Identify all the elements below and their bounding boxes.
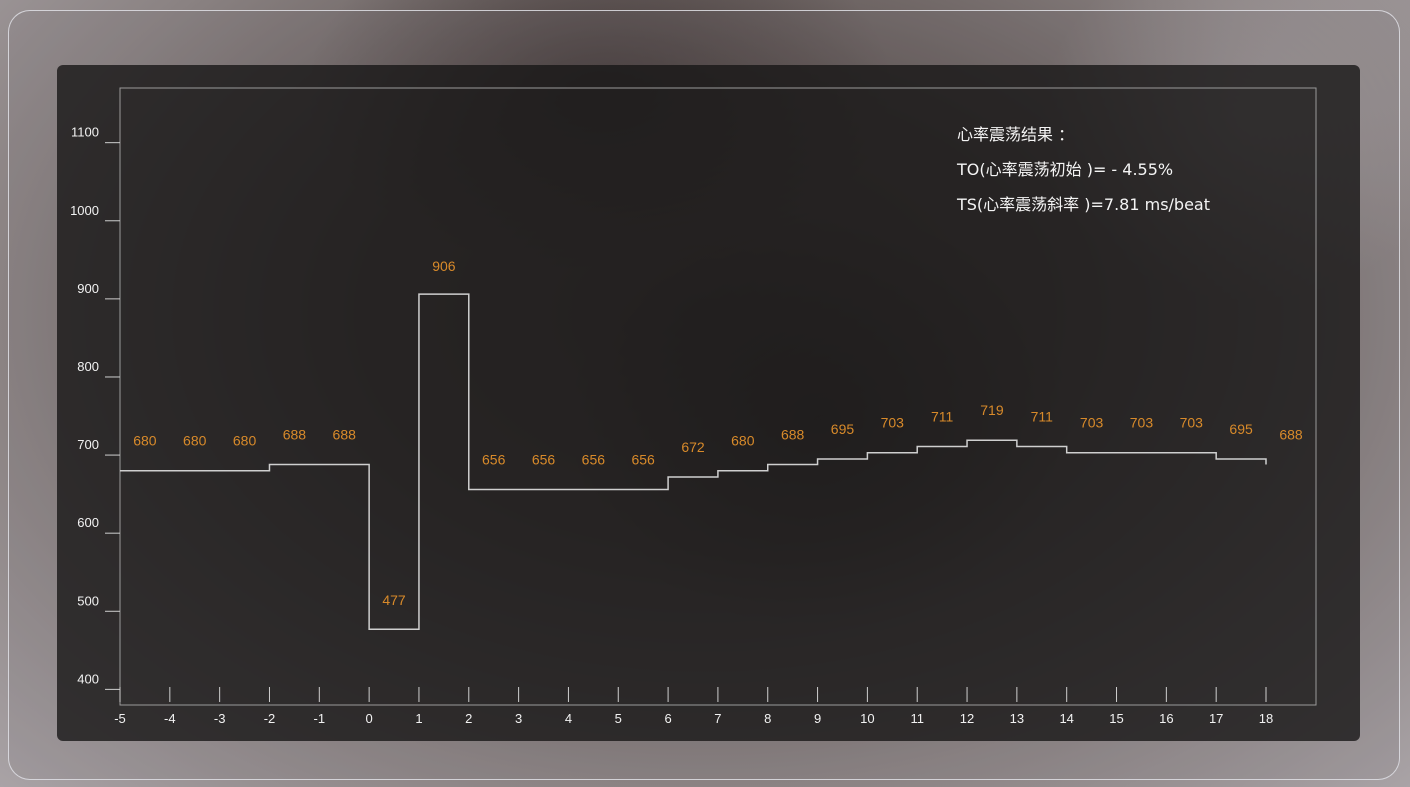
data-label: 656 (482, 451, 506, 467)
y-tick-label: 800 (77, 359, 99, 374)
data-label: 695 (1229, 421, 1253, 437)
y-axis: 400 500 600 700 800 900 1000 1100 (70, 125, 120, 690)
chart-panel: 400 500 600 700 800 900 1000 1100 -5 -4 -3 -2 -1 0 1 2… (57, 65, 1360, 741)
data-label: 711 (931, 408, 954, 424)
y-tick-label: 600 (77, 515, 99, 530)
data-label: 688 (333, 426, 357, 442)
data-label: 711 (1031, 408, 1054, 424)
data-label: 703 (1130, 415, 1154, 431)
x-tick-label: 2 (465, 711, 472, 726)
data-label: 672 (681, 439, 705, 455)
data-label: 680 (133, 433, 157, 449)
y-tick-label: 500 (77, 593, 99, 608)
y-tick-label: 1100 (71, 125, 99, 140)
x-tick-label: 11 (910, 711, 924, 726)
y-tick-label: 400 (77, 671, 99, 686)
series-group (120, 293, 1267, 630)
annotation-box: 心率震荡结果 ： TO(心率震荡初始 )= - 4.55% TS(心率震荡斜率 … (956, 125, 1210, 214)
x-tick-label: 16 (1159, 711, 1173, 726)
annotation-heading: 心率震荡结果 ： (957, 125, 1074, 144)
x-tick-label: 1 (415, 711, 422, 726)
data-label: 703 (1080, 415, 1104, 431)
data-label: 680 (731, 433, 755, 449)
x-tick-label: 4 (565, 711, 572, 726)
data-label: 656 (631, 451, 655, 467)
annotation-ts: TS(心率震荡斜率 )=7.81 ms/beat (956, 195, 1210, 214)
x-tick-label: 17 (1209, 711, 1223, 726)
x-tick-label: -3 (214, 711, 226, 726)
data-labels: 680 680 680 688 688 477 906 656 656 656 656 672 680 6… (133, 258, 1303, 608)
y-tick-label: 900 (77, 281, 99, 296)
data-label: 703 (1180, 415, 1204, 431)
plot-border (119, 87, 1317, 706)
annotation-to: TO(心率震荡初始 )= - 4.55% (956, 160, 1173, 179)
data-label: 680 (233, 433, 257, 449)
data-label: 703 (881, 415, 905, 431)
data-label: 688 (283, 426, 307, 442)
x-tick-label: 15 (1109, 711, 1123, 726)
x-tick-label: -5 (114, 711, 126, 726)
x-tick-label: 8 (764, 711, 771, 726)
data-label: 656 (582, 451, 606, 467)
y-tick-label: 1000 (70, 203, 99, 218)
hrt-step-line (120, 293, 1267, 630)
x-tick-label: 0 (366, 711, 373, 726)
x-tick-label: 18 (1259, 711, 1273, 726)
x-tick-label: -4 (164, 711, 176, 726)
data-label: 656 (532, 451, 556, 467)
data-label: 719 (980, 402, 1004, 418)
y-tick-label: 700 (77, 437, 99, 452)
data-label: 680 (183, 433, 207, 449)
data-label: 477 (382, 592, 406, 608)
x-tick-label: 5 (615, 711, 622, 726)
x-tick-label: 9 (814, 711, 821, 726)
x-tick-label: 7 (714, 711, 721, 726)
data-label: 688 (781, 426, 805, 442)
x-tick-label: 13 (1010, 711, 1024, 726)
x-tick-label: 12 (960, 711, 974, 726)
x-tick-label: 6 (664, 711, 671, 726)
data-label: 695 (831, 421, 855, 437)
x-tick-label: 10 (860, 711, 874, 726)
x-tick-label: 3 (515, 711, 522, 726)
x-tick-label: 14 (1059, 711, 1073, 726)
x-tick-label: -2 (264, 711, 276, 726)
data-label: 688 (1279, 426, 1303, 442)
data-label: 906 (432, 258, 456, 274)
x-axis: -5 -4 -3 -2 -1 0 1 2 3 4 5 6 7 8 9 10 11 12 13 14 15 16 17 18 (114, 687, 1273, 726)
x-tick-label: -1 (314, 711, 326, 726)
